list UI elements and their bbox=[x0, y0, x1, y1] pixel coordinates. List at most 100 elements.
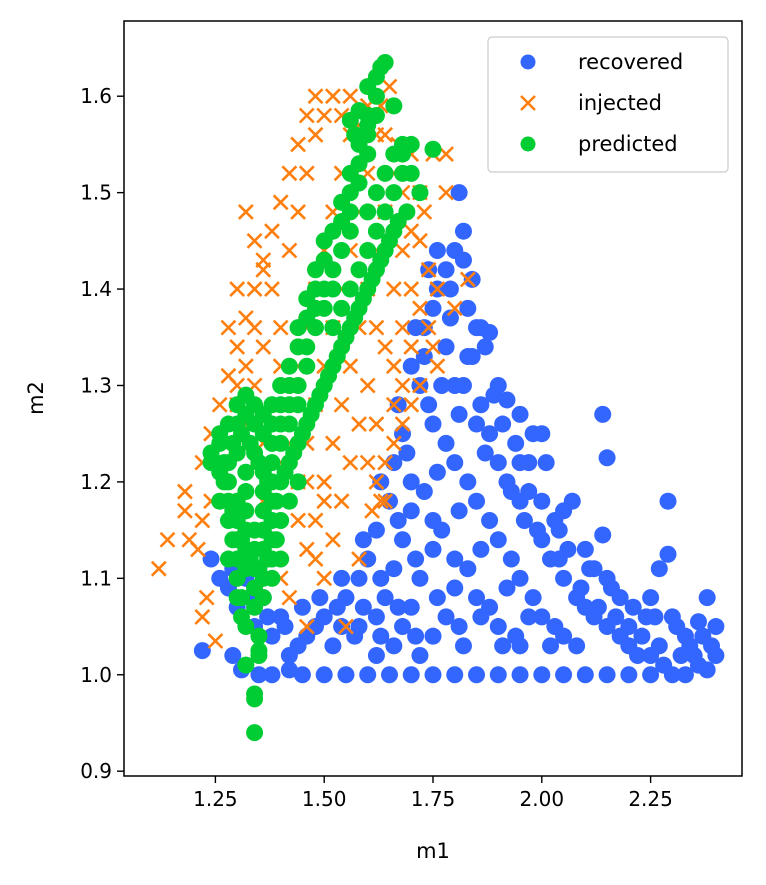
legend-label-predicted: predicted bbox=[578, 132, 678, 156]
data-point bbox=[520, 483, 538, 501]
data-point bbox=[385, 281, 402, 297]
data-point bbox=[377, 493, 394, 510]
data-point bbox=[246, 281, 263, 297]
data-point bbox=[372, 627, 390, 645]
data-point bbox=[494, 415, 512, 433]
data-point bbox=[289, 473, 307, 491]
data-point bbox=[250, 666, 268, 684]
data-point bbox=[446, 454, 464, 472]
data-point bbox=[533, 492, 551, 510]
data-point bbox=[476, 444, 494, 462]
data-point bbox=[420, 319, 437, 336]
data-point bbox=[429, 358, 446, 375]
data-point bbox=[550, 521, 568, 539]
x-tick-label: 2.00 bbox=[520, 787, 565, 811]
data-point bbox=[394, 416, 411, 432]
data-point bbox=[264, 223, 280, 240]
data-point bbox=[276, 618, 294, 636]
data-point bbox=[381, 78, 398, 95]
data-point bbox=[267, 492, 285, 510]
data-point bbox=[507, 434, 525, 452]
y-tick-label: 1.0 bbox=[80, 663, 112, 687]
data-point bbox=[668, 618, 686, 636]
data-point bbox=[159, 531, 176, 548]
y-tick-label: 1.4 bbox=[80, 277, 112, 301]
data-point bbox=[489, 454, 507, 472]
data-point bbox=[489, 618, 507, 636]
data-point bbox=[328, 348, 346, 366]
data-point bbox=[272, 319, 289, 336]
data-point bbox=[394, 618, 412, 636]
x-tick-label: 1.25 bbox=[193, 787, 238, 811]
data-point bbox=[241, 550, 259, 568]
data-point bbox=[211, 396, 228, 413]
data-point bbox=[502, 483, 520, 501]
data-point bbox=[524, 589, 542, 607]
data-point bbox=[333, 396, 350, 413]
data-point bbox=[281, 589, 298, 606]
data-point bbox=[511, 454, 529, 472]
data-point bbox=[177, 502, 193, 519]
legend-marker-injected bbox=[520, 95, 536, 111]
data-point bbox=[620, 666, 638, 684]
data-point bbox=[333, 493, 350, 510]
data-point bbox=[354, 531, 372, 549]
data-point bbox=[359, 241, 377, 259]
data-point bbox=[324, 319, 342, 337]
plot-area bbox=[150, 53, 725, 742]
data-point bbox=[520, 608, 538, 626]
data-point bbox=[350, 102, 368, 120]
data-point bbox=[425, 338, 441, 355]
data-point bbox=[280, 357, 298, 375]
data-point bbox=[411, 184, 429, 202]
series-predicted bbox=[202, 53, 442, 742]
data-point bbox=[528, 521, 546, 539]
data-point bbox=[424, 627, 442, 645]
data-point bbox=[280, 492, 298, 510]
data-point bbox=[459, 299, 477, 317]
x-tick-label: 1.75 bbox=[411, 787, 456, 811]
data-point bbox=[659, 492, 677, 510]
data-point bbox=[215, 454, 233, 472]
legend-label-injected: injected bbox=[578, 91, 662, 115]
data-point bbox=[311, 589, 329, 607]
data-point bbox=[377, 338, 394, 355]
data-point bbox=[298, 357, 316, 375]
data-point bbox=[246, 724, 264, 742]
data-point bbox=[285, 444, 303, 462]
data-point bbox=[250, 627, 268, 645]
data-point bbox=[642, 666, 660, 684]
data-point bbox=[546, 618, 564, 636]
data-point bbox=[263, 666, 281, 684]
data-point bbox=[376, 53, 394, 71]
data-point bbox=[642, 589, 660, 607]
data-point bbox=[489, 666, 507, 684]
data-point bbox=[337, 666, 355, 684]
data-point bbox=[333, 241, 351, 259]
data-point bbox=[403, 223, 420, 240]
data-point bbox=[424, 415, 442, 433]
data-point bbox=[376, 164, 394, 182]
data-point bbox=[350, 569, 368, 587]
data-point bbox=[481, 598, 499, 616]
data-point bbox=[298, 541, 315, 558]
data-point bbox=[376, 203, 394, 221]
data-point bbox=[411, 569, 429, 587]
y-tick-label: 1.6 bbox=[80, 84, 112, 108]
data-point bbox=[402, 502, 420, 520]
data-point bbox=[633, 627, 651, 645]
data-point bbox=[324, 88, 341, 105]
data-point bbox=[394, 242, 411, 259]
data-point bbox=[229, 281, 246, 297]
data-point bbox=[211, 492, 229, 510]
data-point bbox=[515, 511, 533, 529]
data-point bbox=[289, 376, 307, 394]
y-tick-label: 1.5 bbox=[80, 181, 112, 205]
data-point bbox=[368, 416, 385, 432]
data-point bbox=[481, 425, 499, 443]
data-point bbox=[320, 367, 338, 385]
data-point bbox=[307, 126, 324, 143]
data-point bbox=[380, 666, 398, 684]
data-point bbox=[441, 309, 459, 327]
